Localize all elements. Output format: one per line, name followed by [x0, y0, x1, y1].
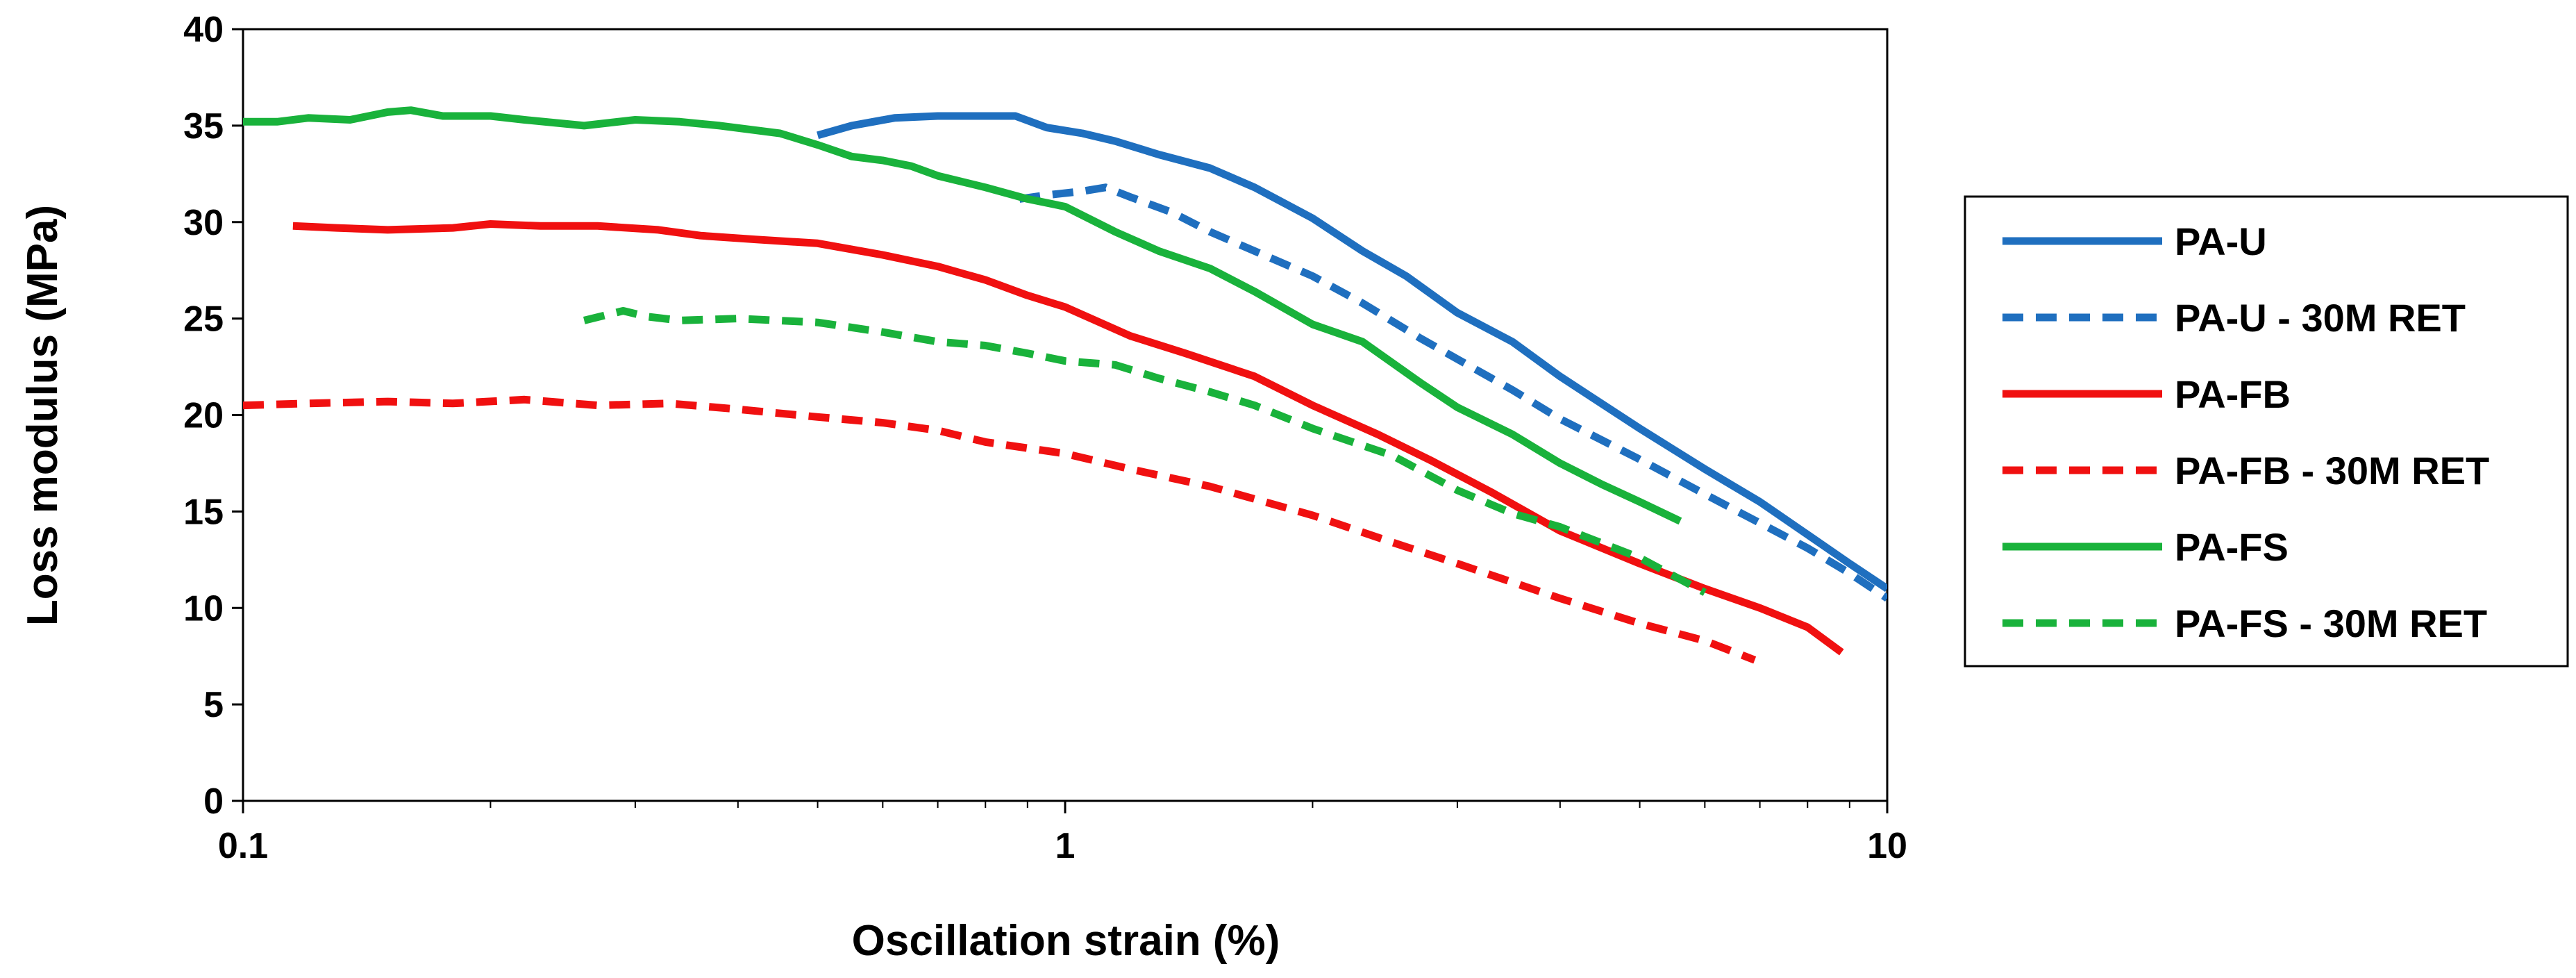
- series-line-pa-u: [817, 112, 1887, 592]
- series-line-pa-fb-30m-ret: [243, 395, 1757, 664]
- series-line-pa-fb: [292, 220, 1844, 656]
- x-tick-label: 0.1: [218, 826, 268, 866]
- legend-box: [1964, 195, 2569, 668]
- x-axis-title: Oscillation strain (%): [852, 917, 1280, 965]
- y-tick-label: 20: [183, 396, 224, 436]
- y-tick-label: 0: [203, 781, 224, 822]
- y-tick-label: 30: [183, 203, 224, 243]
- y-tick-label: 5: [203, 685, 224, 725]
- y-tick-label: 25: [183, 299, 224, 340]
- y-tick-label: 10: [183, 588, 224, 629]
- legend-label: PA-U: [2175, 219, 2267, 263]
- y-tick-label: 40: [183, 10, 224, 50]
- y-tick-label: 15: [183, 492, 224, 532]
- plot-frame: [242, 28, 1889, 802]
- y-tick-label: 35: [183, 106, 224, 147]
- legend-label: PA-FB: [2175, 372, 2291, 416]
- legend-label: PA-U - 30M RET: [2175, 296, 2466, 340]
- legend: PA-U PA-U - 30M RET PA-FB PA-FB - 30M RET PA…: [1964, 195, 2569, 668]
- plot-area: 0 5 10 15 20 25 30 35 40 0.1 1 10: [183, 10, 1907, 866]
- legend-label: PA-FS - 30M RET: [2175, 602, 2487, 645]
- y-axis-title: Loss modulus (MPa): [19, 205, 67, 626]
- series-line-pa-fs-30m-ret: [583, 307, 1707, 596]
- legend-label: PA-FB - 30M RET: [2175, 449, 2489, 492]
- x-tick-label: 1: [1055, 826, 1076, 866]
- x-tick-label: 10: [1867, 826, 1907, 866]
- legend-label: PA-FS: [2175, 525, 2289, 569]
- series-line-pa-u-30m-ret: [1019, 183, 1887, 602]
- series-line-pa-fs: [243, 106, 1682, 525]
